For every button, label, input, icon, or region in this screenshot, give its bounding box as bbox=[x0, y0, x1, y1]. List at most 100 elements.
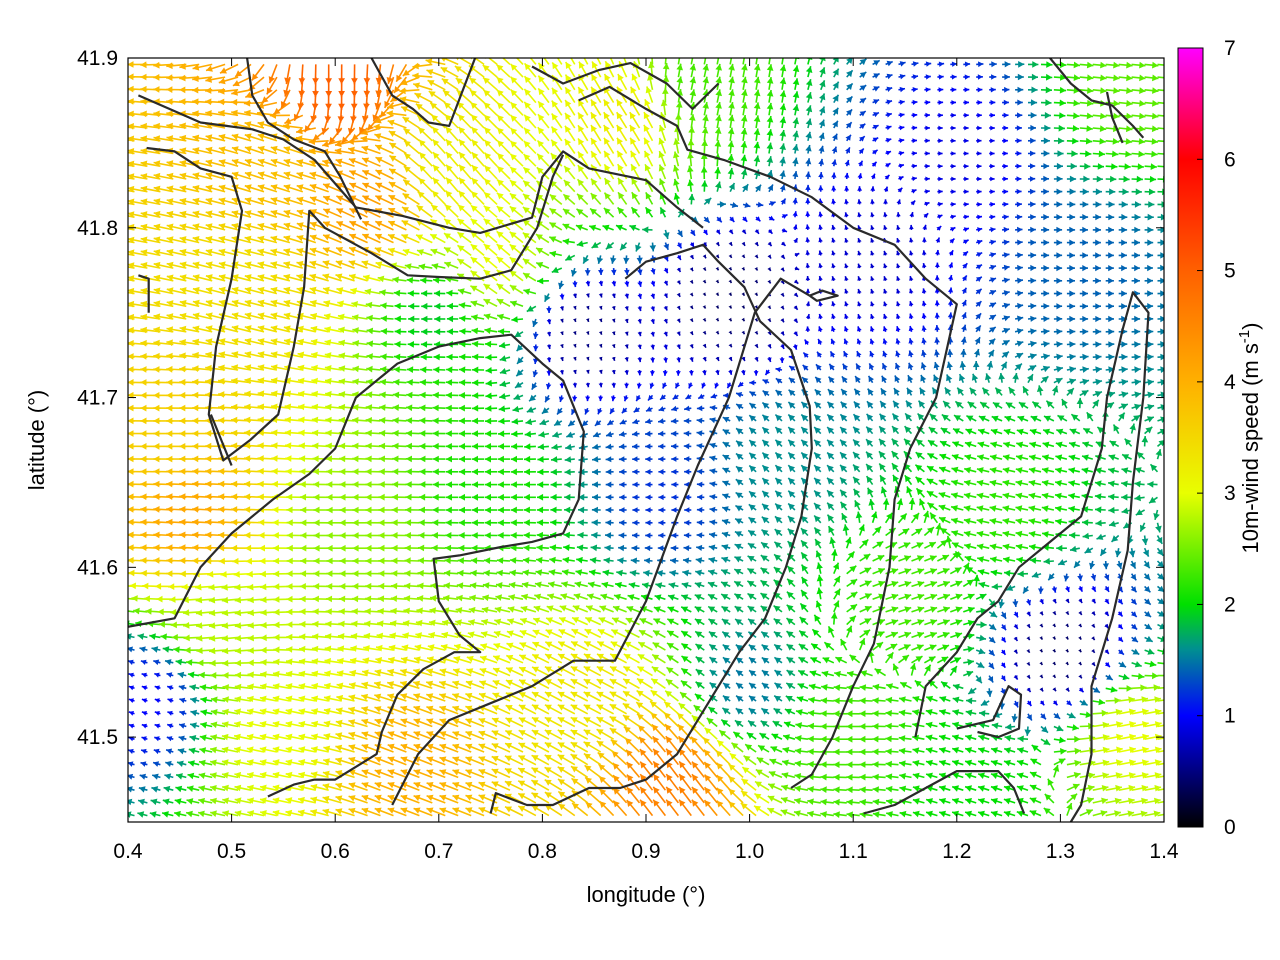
wind-arrow-head bbox=[234, 784, 242, 792]
wind-arrow bbox=[137, 811, 148, 818]
wind-arrow-head bbox=[478, 781, 486, 788]
wind-arrow bbox=[846, 786, 860, 794]
wind-arrow bbox=[558, 803, 576, 817]
wind-arrow bbox=[665, 799, 680, 817]
wind-arrow bbox=[465, 794, 485, 804]
wind-arrow-head bbox=[991, 810, 998, 818]
wind-arrow bbox=[820, 798, 834, 806]
wind-arrow-head bbox=[640, 799, 647, 807]
wind-arrow bbox=[504, 805, 524, 817]
wind-arrow-head bbox=[247, 810, 255, 817]
wind-arrow bbox=[138, 786, 148, 793]
wind-arrow-head bbox=[234, 797, 242, 804]
wind-arrow-head bbox=[755, 781, 762, 788]
wind-arrow-head bbox=[335, 808, 343, 815]
wind-arrow-head bbox=[599, 788, 607, 796]
wind-arrow bbox=[234, 797, 252, 804]
wind-arrow-head bbox=[872, 798, 880, 806]
wind-arrow bbox=[259, 810, 278, 817]
wind-arrow-head bbox=[807, 786, 814, 793]
wind-arrow bbox=[1157, 813, 1164, 817]
wind-arrow-head bbox=[210, 797, 217, 805]
wind-arrow bbox=[335, 795, 355, 804]
wind-arrow bbox=[793, 810, 809, 817]
wind-arrow bbox=[753, 792, 770, 804]
wind-arrow-head bbox=[298, 796, 305, 804]
wind-arrow-head bbox=[965, 798, 972, 805]
wind-arrow-head bbox=[387, 782, 395, 789]
wind-arrow bbox=[886, 811, 899, 818]
wind-arrow bbox=[272, 809, 291, 817]
wind-arrow-head bbox=[361, 782, 369, 789]
wind-arrow bbox=[820, 786, 834, 793]
wind-arrow bbox=[162, 798, 174, 805]
wind-arrow bbox=[322, 795, 342, 804]
wind-arrow bbox=[374, 807, 394, 817]
wind-arrow bbox=[652, 786, 667, 804]
wind-arrow bbox=[846, 798, 860, 806]
wind-arrow bbox=[571, 802, 589, 817]
wind-arrow-head bbox=[912, 798, 920, 805]
wind-arrow-head bbox=[545, 804, 552, 811]
wind-arrow-head bbox=[912, 810, 920, 818]
wind-arrow-head bbox=[426, 807, 434, 814]
wind-arrow bbox=[517, 792, 537, 804]
wind-arrow-head bbox=[335, 795, 343, 802]
wind-arrow-head bbox=[374, 794, 382, 802]
wind-arrow-head bbox=[1029, 810, 1037, 817]
wind-arrow bbox=[1043, 807, 1055, 817]
wind-arrow-head bbox=[465, 807, 473, 814]
wind-arrow bbox=[285, 797, 303, 804]
wind-arrow bbox=[728, 801, 744, 817]
wind-arrow bbox=[452, 794, 472, 804]
wind-arrow bbox=[297, 796, 316, 804]
wind-arrow bbox=[912, 810, 925, 818]
wind-arrow-head bbox=[162, 811, 169, 818]
wind-arrow bbox=[150, 798, 161, 806]
wind-arrow bbox=[1016, 810, 1029, 817]
wind-arrow bbox=[400, 807, 420, 817]
wind-arrow bbox=[209, 785, 226, 792]
wind-arrow bbox=[925, 810, 938, 818]
wind-arrow bbox=[691, 786, 705, 804]
wind-arrow bbox=[585, 801, 602, 817]
wind-arrow bbox=[1144, 797, 1161, 805]
wind-arrow-head bbox=[426, 794, 434, 801]
wind-arrow-head bbox=[820, 786, 827, 793]
wind-arrow bbox=[285, 809, 303, 817]
wind-arrow bbox=[491, 806, 511, 817]
wind-arrow-head bbox=[1168, 747, 1175, 754]
wind-arrow bbox=[612, 787, 628, 804]
wind-arrow bbox=[820, 811, 834, 818]
wind-arrow-head bbox=[781, 797, 788, 804]
wind-arrow-head bbox=[833, 811, 840, 818]
wind-arrow-head bbox=[531, 792, 539, 799]
wind-arrow-head bbox=[374, 807, 382, 814]
wind-arrow-head bbox=[704, 787, 712, 795]
wind-arrow bbox=[186, 798, 200, 805]
wind-arrow bbox=[1003, 810, 1016, 818]
wind-arrow-head bbox=[807, 798, 814, 805]
wind-arrow bbox=[665, 786, 680, 804]
wind-arrow-head bbox=[1153, 810, 1161, 818]
wind-arrow bbox=[426, 782, 446, 791]
wind-arrow bbox=[1118, 797, 1135, 805]
wind-arrow bbox=[247, 810, 265, 817]
wind-arrow-head bbox=[272, 809, 280, 817]
wind-arrow-head bbox=[1016, 810, 1024, 817]
wind-arrow bbox=[517, 805, 537, 817]
wind-arrow bbox=[925, 798, 938, 805]
wind-arrow bbox=[767, 795, 783, 804]
wind-arrow-head bbox=[626, 774, 634, 782]
wind-arrow-head bbox=[322, 808, 330, 815]
wind-arrow bbox=[426, 794, 446, 804]
wind-arrow-head bbox=[1167, 798, 1174, 805]
wind-arrow-head bbox=[859, 798, 866, 806]
wind-arrow-head bbox=[613, 775, 620, 783]
wind-arrow-head bbox=[361, 807, 369, 814]
wind-arrow-head bbox=[222, 810, 230, 817]
wind-arrow bbox=[938, 798, 951, 805]
wind-arrow-head bbox=[740, 803, 748, 810]
wind-arrow bbox=[598, 788, 615, 804]
wind-arrow-head bbox=[1167, 696, 1174, 703]
